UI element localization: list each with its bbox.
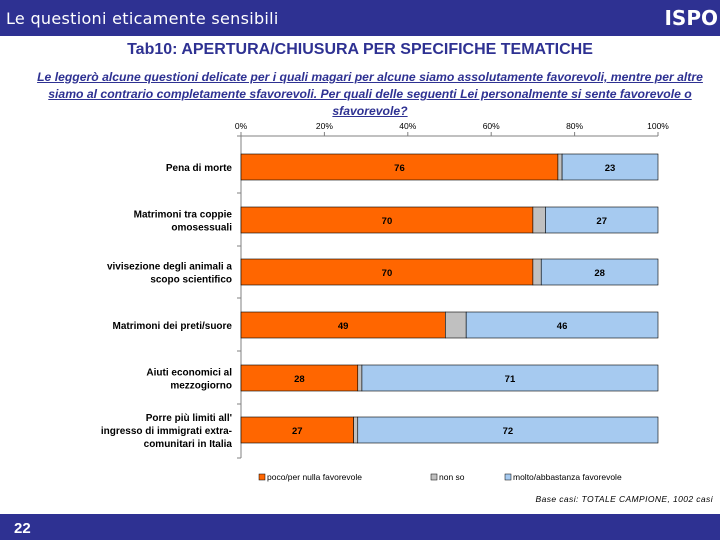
x-tick-label: 100% (647, 121, 669, 131)
data-label: 71 (505, 374, 516, 385)
bar-segment (545, 206, 659, 234)
header-bar: Le questioni eticamente sensibili ISPO (0, 0, 720, 36)
table-title: Tab10: APERTURA/CHIUSURA PER SPECIFICHE … (127, 41, 593, 58)
data-label: 28 (594, 268, 605, 279)
category-label: scopo scientifico (150, 275, 232, 286)
bar-segment (532, 258, 542, 286)
bar-segment (357, 416, 659, 444)
data-label: 49 (338, 321, 349, 332)
data-label: 28 (294, 374, 305, 385)
section-title: Le questioni eticamente sensibili (6, 9, 279, 28)
data-label: 27 (292, 426, 303, 437)
bar-segment (240, 364, 359, 392)
legend-label: poco/per nulla favorevole (267, 472, 362, 482)
bar-segment (240, 153, 559, 181)
page-number: 22 (14, 520, 31, 537)
data-label: 27 (596, 216, 607, 227)
bar-segment (240, 416, 354, 444)
category-label: vivisezione degli animali a (107, 262, 232, 273)
x-tick-label: 80% (566, 121, 583, 131)
bar-segment (540, 258, 659, 286)
stacked-bar-chart: 0% 20% 40% 60% 80% 100% 76 23 Pena di morte 70 27 M… (101, 121, 669, 482)
category-label: Pena di morte (166, 163, 233, 174)
data-label: 72 (503, 426, 514, 437)
base-note: Base casi: TOTALE CAMPIONE, 1002 casi (535, 494, 713, 504)
legend-swatch (430, 473, 438, 481)
brand-logo: ISPO (664, 6, 718, 30)
x-tick-label: 0% (235, 121, 248, 131)
legend-label: non so (439, 472, 465, 482)
bar-segment (361, 364, 659, 392)
legend-swatch (258, 473, 266, 481)
x-tick-label: 60% (483, 121, 500, 131)
bar-segment (357, 364, 363, 392)
data-label: 76 (394, 163, 405, 174)
survey-question: Le leggerò alcune questioni delicate per… (37, 70, 703, 118)
bar-segment (561, 153, 659, 181)
category-label: mezzogiorno (170, 381, 232, 392)
category-label: Aiuti economici al (146, 368, 232, 379)
data-label: 70 (382, 216, 393, 227)
bar-segment (465, 311, 659, 339)
x-tick-label: 20% (316, 121, 333, 131)
bar-segment (532, 206, 546, 234)
x-tick-label: 40% (399, 121, 416, 131)
bar-segment (445, 311, 467, 339)
data-label: 23 (605, 163, 616, 174)
data-label: 70 (382, 268, 393, 279)
bar-segment (240, 206, 534, 234)
footer-bar: 22 (0, 514, 720, 540)
category-label: Matrimoni dei preti/suore (113, 321, 233, 332)
data-label: 46 (557, 321, 568, 332)
category-label: comunitari in Italia (144, 439, 233, 450)
category-label: omosessuali (171, 223, 232, 234)
bar-segment (240, 311, 446, 339)
legend-swatch (504, 473, 512, 481)
bar-segment (557, 153, 563, 181)
bar-segment (240, 258, 534, 286)
category-label: Porre più limiti all' (146, 413, 232, 424)
legend-label: molto/abbastanza favorevole (513, 472, 622, 482)
category-label: Matrimoni tra coppie (134, 210, 233, 221)
bar-segment (353, 416, 359, 444)
category-label: ingresso di immigrati extra- (101, 426, 232, 437)
